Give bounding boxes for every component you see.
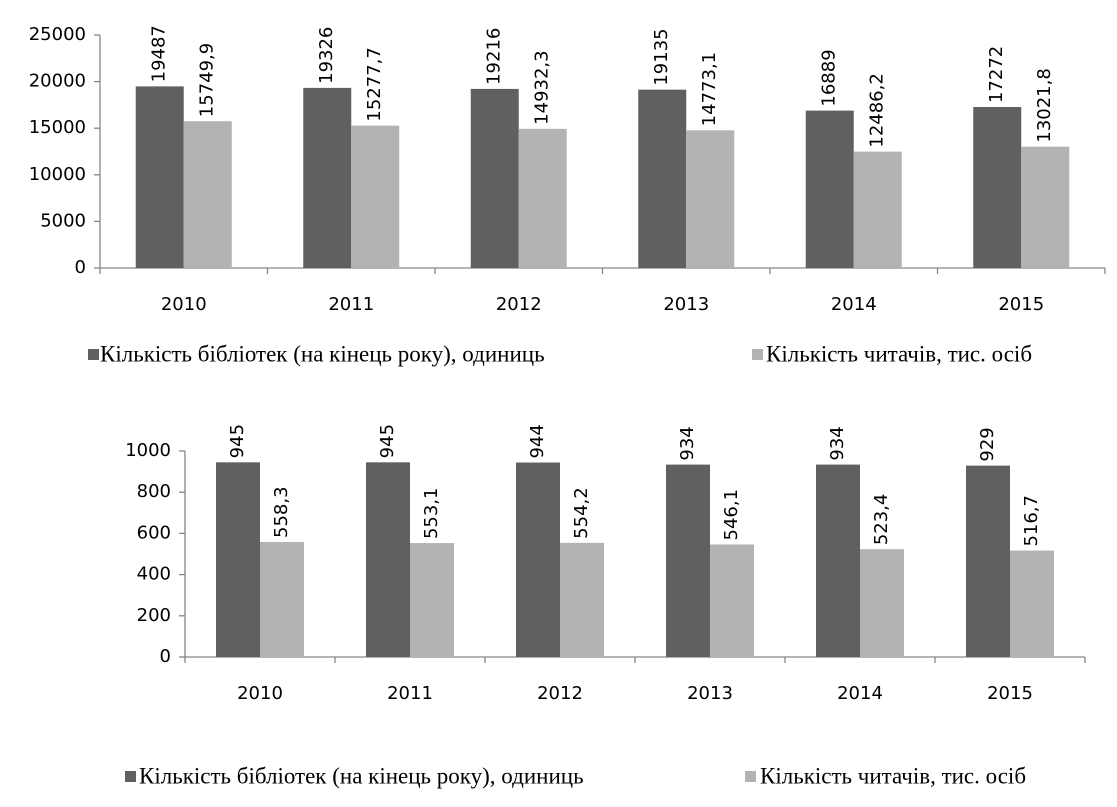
x-tick-label: 2014 xyxy=(831,294,877,315)
y-tick-label: 400 xyxy=(137,564,171,585)
legend-swatch xyxy=(88,349,99,360)
value-label: 19326 xyxy=(316,27,337,84)
x-tick-label: 2015 xyxy=(987,683,1033,704)
bar xyxy=(366,462,410,657)
value-label: 16889 xyxy=(819,49,840,106)
y-tick-label: 0 xyxy=(75,257,86,278)
bar xyxy=(1021,146,1070,268)
bar xyxy=(470,88,519,268)
bar xyxy=(410,543,454,657)
value-label: 17272 xyxy=(986,46,1007,103)
x-tick-label: 2015 xyxy=(998,294,1044,315)
x-tick-label: 2011 xyxy=(328,294,374,315)
value-label: 19135 xyxy=(651,28,672,85)
value-label: 934 xyxy=(677,426,698,460)
bar xyxy=(516,462,560,657)
value-label: 15749,9 xyxy=(197,43,218,117)
y-tick-label: 0 xyxy=(160,646,171,667)
y-tick-label: 10000 xyxy=(29,164,86,185)
legend-label: Кількість бібліотек (на кінець року), од… xyxy=(100,341,545,366)
legend-label: Кількість бібліотек (на кінець року), од… xyxy=(139,763,584,788)
value-label: 14773,1 xyxy=(699,52,720,126)
y-tick-label: 25000 xyxy=(29,24,86,45)
y-tick-label: 15000 xyxy=(29,117,86,138)
bar xyxy=(686,130,735,268)
value-label: 546,1 xyxy=(721,489,742,541)
y-tick-label: 20000 xyxy=(29,71,86,92)
bar xyxy=(135,86,184,268)
value-label: 934 xyxy=(827,426,848,460)
bar xyxy=(666,464,710,657)
y-tick-label: 5000 xyxy=(40,210,86,231)
x-tick-label: 2011 xyxy=(387,683,433,704)
bar xyxy=(183,121,232,268)
bar xyxy=(216,462,260,657)
x-tick-label: 2013 xyxy=(687,683,733,704)
bar xyxy=(303,87,352,268)
value-label: 13021,8 xyxy=(1034,68,1055,142)
bar xyxy=(805,110,854,269)
value-label: 19216 xyxy=(484,28,505,85)
value-label: 19487 xyxy=(149,25,170,82)
y-tick-label: 200 xyxy=(137,605,171,626)
y-tick-label: 1000 xyxy=(125,440,171,461)
bar xyxy=(518,128,567,268)
value-label: 553,1 xyxy=(421,488,442,540)
bar xyxy=(1010,550,1054,657)
legend-swatch xyxy=(745,771,756,782)
value-label: 12486,2 xyxy=(867,73,888,147)
bar xyxy=(973,107,1022,268)
bar xyxy=(560,542,604,657)
x-tick-label: 2010 xyxy=(237,683,283,704)
legend-swatch xyxy=(752,349,763,360)
value-label: 558,3 xyxy=(271,486,292,538)
bar xyxy=(638,89,687,268)
value-label: 944 xyxy=(527,424,548,458)
value-label: 15277,7 xyxy=(364,47,385,121)
bar xyxy=(853,151,902,268)
y-tick-label: 600 xyxy=(137,522,171,543)
value-label: 14932,3 xyxy=(532,50,553,124)
bar xyxy=(260,541,304,657)
legend-label: Кількість читачів, тис. осіб xyxy=(766,341,1032,366)
value-label: 929 xyxy=(977,427,998,461)
value-label: 945 xyxy=(377,424,398,458)
legend-swatch xyxy=(125,771,136,782)
value-label: 516,7 xyxy=(1021,495,1042,547)
x-tick-label: 2010 xyxy=(161,294,207,315)
bar xyxy=(966,465,1010,657)
value-label: 554,2 xyxy=(571,487,592,539)
legend-label: Кількість читачів, тис. осіб xyxy=(760,763,1026,788)
x-tick-label: 2012 xyxy=(496,294,542,315)
x-tick-label: 2013 xyxy=(663,294,709,315)
y-tick-label: 800 xyxy=(137,481,171,502)
bar xyxy=(816,464,860,657)
x-tick-label: 2012 xyxy=(537,683,583,704)
bar xyxy=(710,544,754,657)
x-tick-label: 2014 xyxy=(837,683,883,704)
value-label: 945 xyxy=(227,424,248,458)
bar xyxy=(860,549,904,657)
bar xyxy=(351,125,400,268)
value-label: 523,4 xyxy=(871,494,892,546)
